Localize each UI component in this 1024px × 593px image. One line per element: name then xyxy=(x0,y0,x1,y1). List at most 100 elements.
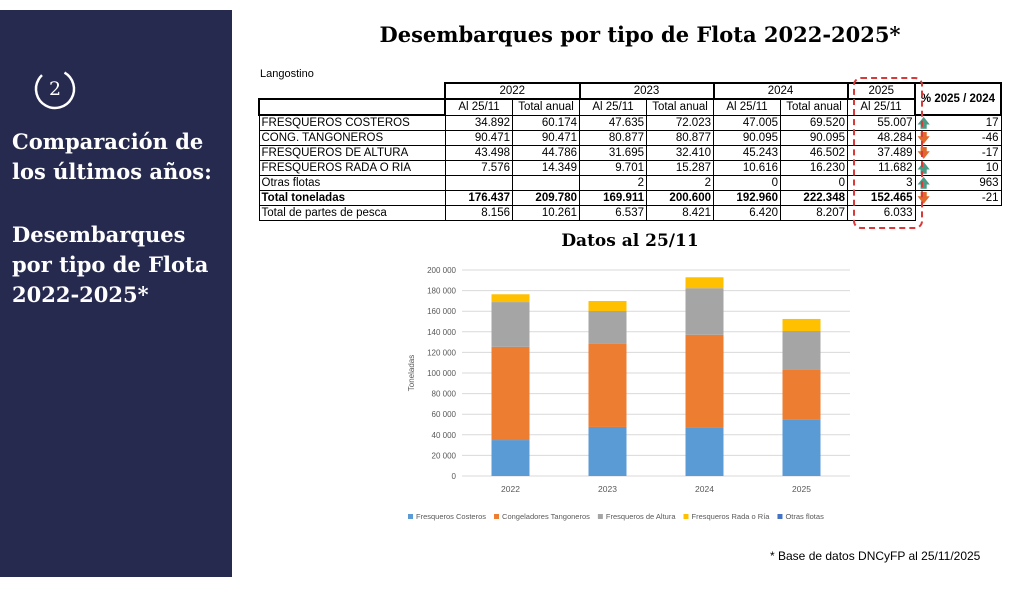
bar-segment-congeladores-tangoneros xyxy=(685,334,724,428)
cell-value: 8.156 xyxy=(444,205,513,221)
bar-segment-fresqueros-de-altura xyxy=(491,302,530,347)
pct-value: -17 xyxy=(981,147,999,159)
cell-value: 69.520 xyxy=(780,114,848,131)
highlight-2025 xyxy=(853,77,923,229)
row-label: Total de partes de pesca xyxy=(258,205,446,221)
cell-value: 15.287 xyxy=(646,160,714,176)
legend-swatch xyxy=(597,514,603,519)
cell-value xyxy=(512,175,580,191)
cell-value: 8.207 xyxy=(780,205,848,221)
cell-value xyxy=(444,175,513,191)
bar-segment-fresqueros-rada-o-r-a xyxy=(782,318,821,331)
cell-value: 14.349 xyxy=(512,160,580,176)
arrow-up-icon: 🡅 xyxy=(917,161,930,175)
y-tick-label: 40 000 xyxy=(432,431,457,440)
table-row: Total de partes de pesca 8.156 10.261 6.537… xyxy=(258,205,1001,221)
progress-ring-icon xyxy=(34,68,76,110)
cell-value: 34.892 xyxy=(444,114,513,131)
cell-value: 72.023 xyxy=(646,114,714,131)
cell-value: 10.261 xyxy=(512,205,580,221)
row-label: Otras flotas xyxy=(258,175,446,191)
sub-header: Total anual xyxy=(780,98,848,116)
cell-value: 0 xyxy=(780,175,848,191)
legend-label: Otras flotas xyxy=(785,512,824,521)
sub-header: Al 25/11 xyxy=(713,98,781,116)
cell-value: 152.465 xyxy=(847,190,916,206)
y-tick-label: 20 000 xyxy=(432,451,457,460)
sub-header: Al 25/11 xyxy=(847,98,916,116)
bar-segment-fresqueros-costeros xyxy=(685,427,724,476)
table-row: Total toneladas 176.437 209.780 169.911 200.… xyxy=(258,190,1002,206)
pct-value: -21 xyxy=(981,192,999,204)
legend-label: Fresqueros Rada o Ría xyxy=(692,512,771,521)
cell-value: 222.348 xyxy=(780,190,848,206)
row-label: CONG. TANGONEROS xyxy=(258,130,446,146)
bar-segment-fresqueros-de-altura xyxy=(685,288,724,335)
cell-value: 0 xyxy=(713,175,781,191)
empty-cell xyxy=(258,98,446,116)
cell-value: 2 xyxy=(646,175,714,191)
y-tick-label: 80 000 xyxy=(432,390,457,399)
stacked-bar-chart: 0 20 000 40 000 60 000 80 000 100 000 120 000 1… xyxy=(407,266,850,521)
y-tick-label: 140 000 xyxy=(427,328,456,337)
cell-value: 46.502 xyxy=(780,145,848,161)
arrow-up-icon: 🡅 xyxy=(917,116,930,130)
landings-table: 2022 2023 2024 2025% 2025 / 2024 Al 25/11 Tot… xyxy=(258,82,1002,221)
cell-value: 90.095 xyxy=(713,130,781,146)
y-tick-label: 160 000 xyxy=(427,307,456,316)
cell-value: 44.786 xyxy=(512,145,580,161)
sub-header: Total anual xyxy=(646,98,714,116)
cell-value: 10.616 xyxy=(713,160,781,176)
cell-value: 90.095 xyxy=(780,130,848,146)
cell-value: 80.877 xyxy=(646,130,714,146)
cell-value: 200.600 xyxy=(646,190,714,206)
pct-value: 963 xyxy=(979,177,999,189)
row-label: FRESQUEROS COSTEROS xyxy=(258,114,446,131)
arrow-down-icon: 🡇 xyxy=(917,191,930,205)
empty-cell xyxy=(259,83,445,99)
page-title: Desembarques por tipo de Flota 2022-2025… xyxy=(379,22,901,47)
bar-segment-fresqueros-de-altura xyxy=(782,330,821,370)
x-tick-label: 2025 xyxy=(792,484,811,494)
species-label: Langostino xyxy=(260,68,314,80)
sub-header: Al 25/11 xyxy=(579,98,647,116)
arrow-up-icon: 🡅 xyxy=(917,176,930,190)
cell-value: 90.471 xyxy=(512,130,580,146)
cell-value: 192.960 xyxy=(713,190,781,206)
table-row: FRESQUEROS COSTEROS 34.892 60.174 47.635 72.… xyxy=(258,114,1002,131)
y-tick-label: 180 000 xyxy=(427,287,456,296)
cell-value: 169.911 xyxy=(579,190,647,206)
legend-swatch xyxy=(777,514,783,519)
cell-value: 43.498 xyxy=(444,145,513,161)
cell-value: 6.537 xyxy=(579,205,647,221)
pct-value: 10 xyxy=(985,162,999,174)
cell-value: 60.174 xyxy=(512,114,580,131)
legend-label: Congeladores Tangoneros xyxy=(502,512,590,521)
bar-segment-fresqueros-costeros xyxy=(491,440,530,476)
bar-segment-fresqueros-de-altura xyxy=(588,310,627,344)
empty-cell xyxy=(915,206,1001,221)
bar-segment-fresqueros-costeros xyxy=(588,426,627,476)
legend-swatch xyxy=(408,514,413,519)
pct-value: 17 xyxy=(985,117,999,129)
row-label: FRESQUEROS RADA O RIA xyxy=(258,160,446,176)
cell-value: 16.230 xyxy=(780,160,848,176)
year-header: 2025 xyxy=(846,82,916,100)
year-header: 2024 xyxy=(712,82,849,100)
x-tick-label: 2023 xyxy=(598,484,617,494)
cell-value: 80.877 xyxy=(579,130,647,146)
cell-value: 8.421 xyxy=(646,205,714,221)
sidebar-subheading: Desembarques por tipo de Flota 2022-2025… xyxy=(12,222,209,307)
cell-value: 2 xyxy=(579,175,647,191)
sidebar-panel: 2 Comparación de los últimos años: Desem… xyxy=(0,10,232,577)
arrow-down-icon: 🡇 xyxy=(917,131,930,145)
sub-header: Total anual xyxy=(512,98,580,116)
cell-value: 6.033 xyxy=(847,205,916,221)
bar-segment-fresqueros-costeros xyxy=(782,419,821,476)
sub-header: Al 25/11 xyxy=(444,98,513,116)
bar-segment-fresqueros-rada-o-r-a xyxy=(685,277,724,289)
y-tick-label: 200 000 xyxy=(427,266,456,275)
bar-segment-congeladores-tangoneros xyxy=(588,343,627,427)
row-label: FRESQUEROS DE ALTURA xyxy=(258,145,446,161)
chart-title: Datos al 25/11 xyxy=(561,231,699,251)
